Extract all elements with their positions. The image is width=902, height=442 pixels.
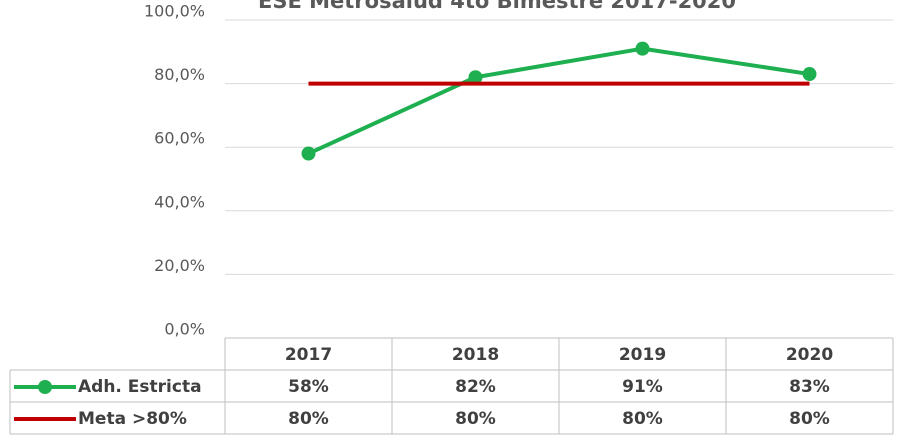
table-value: 80%	[789, 409, 830, 429]
table-value: 80%	[622, 409, 663, 429]
table-value: 80%	[288, 409, 329, 429]
point	[468, 70, 483, 85]
table-value: 91%	[622, 377, 663, 397]
x-tick-label: 2019	[619, 345, 666, 365]
chart-title: ESE Metrosalud 4to Bimestre 2017-2020	[258, 0, 736, 13]
y-tick-label: 40,0%	[154, 192, 205, 211]
y-tick-label: 60,0%	[154, 129, 205, 148]
legend-label: Meta >80%	[78, 409, 187, 429]
legend-marker	[38, 380, 52, 394]
y-tick-label: 100,0%	[144, 2, 205, 21]
y-tick-label: 80,0%	[154, 65, 205, 84]
point	[635, 41, 650, 56]
point	[802, 67, 817, 82]
point	[301, 146, 316, 161]
legend-label: Adh. Estricta	[78, 377, 202, 397]
x-tick-label: 2017	[285, 345, 332, 365]
table-value: 82%	[455, 377, 496, 397]
table-value: 83%	[789, 377, 830, 397]
x-tick-label: 2020	[786, 345, 833, 365]
table-value: 80%	[455, 409, 496, 429]
x-tick-label: 2018	[452, 345, 499, 365]
table-value: 58%	[288, 377, 329, 397]
y-tick-label: 0,0%	[164, 320, 205, 339]
y-tick-label: 20,0%	[154, 256, 205, 275]
series-line	[307, 46, 810, 156]
